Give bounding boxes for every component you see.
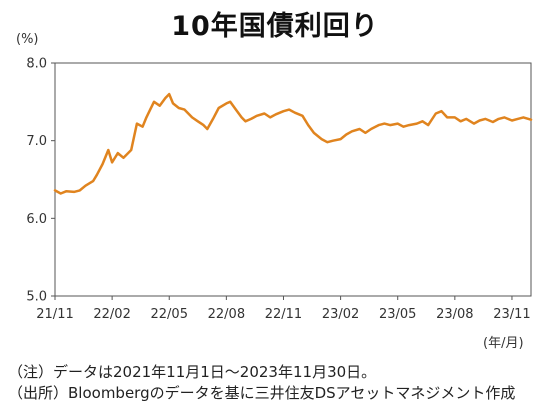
- x-axis-unit: (年/月): [483, 336, 524, 351]
- x-tick-label: 23/08: [436, 307, 473, 322]
- y-axis: 5.0 6.0 7.0 8.0: [26, 57, 55, 305]
- note-period: （注）データは2021年11月1日～2023年11月30日。: [8, 363, 377, 381]
- y-tick-label: 7.0: [26, 134, 47, 149]
- x-tick-label: 22/08: [208, 307, 245, 322]
- x-tick-label: 22/11: [265, 307, 302, 322]
- x-tick-label: 22/05: [151, 307, 188, 322]
- y-axis-unit: (%): [16, 32, 39, 47]
- yield-line: [53, 92, 533, 195]
- plot-area-frame: [54, 62, 532, 297]
- note-source: （出所）Bloombergのデータを基に三井住友DSアセットマネジメント作成: [8, 384, 516, 402]
- x-tick-label: 23/11: [493, 307, 530, 322]
- footnotes: （注）データは2021年11月1日～2023年11月30日。 （出所）Bloom…: [8, 362, 515, 404]
- y-tick-label: 5.0: [26, 290, 47, 305]
- y-tick-label: 8.0: [26, 57, 47, 72]
- x-tick-label: 21/11: [36, 307, 73, 322]
- y-tick-label: 6.0: [26, 212, 47, 227]
- x-tick-label: 23/02: [322, 307, 359, 322]
- x-tick-label: 22/02: [93, 307, 130, 322]
- x-axis: 21/11 22/02 22/05 22/08 22/11 23/02 23/05 23/08…: [36, 296, 531, 322]
- x-tick-label: 23/05: [379, 307, 416, 322]
- chart-title: 10年国債利回り: [171, 11, 379, 42]
